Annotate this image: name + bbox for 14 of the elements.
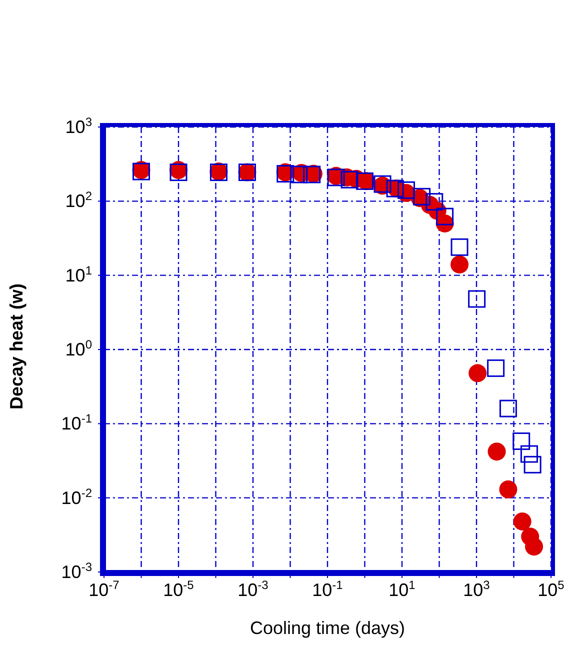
x-tick-label: 10$^{-1}$ <box>312 578 344 600</box>
y-tick-label: 10$^{2}$ <box>65 189 92 212</box>
x-tick-label: 10$^{-3}$ <box>238 578 269 600</box>
x-tick-label: 10$^{-5}$ <box>163 578 194 600</box>
x-axis-title: Cooling time (days) <box>250 618 406 638</box>
y-tick-label: 10$^{0}$ <box>65 338 92 360</box>
y-tick-label: 10$^{3}$ <box>65 115 92 137</box>
y-axis-title: Decay heat (w) <box>6 283 26 410</box>
y-tick-label: 10$^{-2}$ <box>61 486 92 508</box>
y-tick-label: 10$^{1}$ <box>65 263 92 286</box>
x-tick-label: 10$^{1}$ <box>388 578 416 600</box>
x-tick-label: 10$^{3}$ <box>463 578 490 600</box>
y-tick-label: 10$^{-1}$ <box>61 412 92 434</box>
x-tick-label: 10$^{5}$ <box>538 578 565 600</box>
